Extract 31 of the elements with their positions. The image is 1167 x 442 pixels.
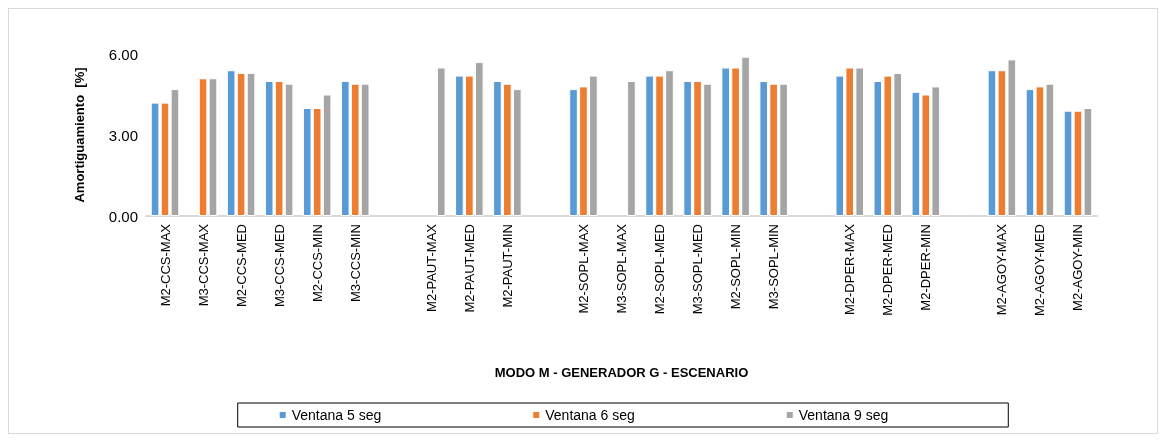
x-tick-label: M3-SOPL-MED (690, 224, 706, 315)
y-tick-label: 6.00 (108, 45, 138, 63)
x-tick-label: M3-CCS-MED (271, 224, 287, 308)
bar (436, 67, 446, 216)
x-tick-label: M2-PAUT-MED (461, 224, 477, 313)
legend-label: Ventana 6 seg (545, 407, 635, 423)
bar (627, 81, 636, 216)
x-tick-label: M2-PAUT-MIN (499, 224, 515, 308)
x-tick-label: M2-PAUT-MAX (423, 223, 439, 312)
x-tick-label: M2-SOPL-MAX (575, 223, 591, 314)
legend-label: Ventana 5 seg (291, 407, 382, 423)
x-tick-label: M2-AGOY-MAX (994, 223, 1010, 316)
x-tick-label: M2-CCS-MAX (157, 223, 173, 307)
y-tick-label: 0.00 (108, 207, 138, 225)
x-tick-label: M2-DPER-MAX (842, 223, 858, 316)
x-tick-label: M3-SOPL-MIN (766, 224, 782, 310)
x-tick-label: M2-CCS-MED (233, 224, 249, 308)
x-tick-label: M2-SOPL-MIN (728, 224, 744, 310)
x-tick-label: M3-SOPL-MAX (614, 223, 629, 314)
y-tick-label: 3.00 (108, 126, 138, 144)
x-tick-label: M3-CCS-MAX (195, 223, 211, 307)
x-tick-label: M2-SOPL-MED (652, 224, 668, 315)
x-tick-label: M3-CCS-MIN (347, 224, 363, 302)
x-tick-label: M2-DPER-MED (880, 224, 896, 316)
x-tick-label: M2-AGOY-MED (1032, 224, 1048, 316)
x-tick-label: M2-AGOY-MIN (1070, 224, 1086, 311)
x-axis-title: MODO M - GENERADOR G - ESCENARIO (494, 365, 749, 380)
legend-label: Ventana 9 seg (798, 407, 889, 423)
x-tick-label: M2-DPER-MIN (918, 224, 934, 311)
y-axis-title: Amortiguamiento [%] (72, 67, 87, 203)
x-tick-label: M2-CCS-MIN (309, 224, 325, 302)
